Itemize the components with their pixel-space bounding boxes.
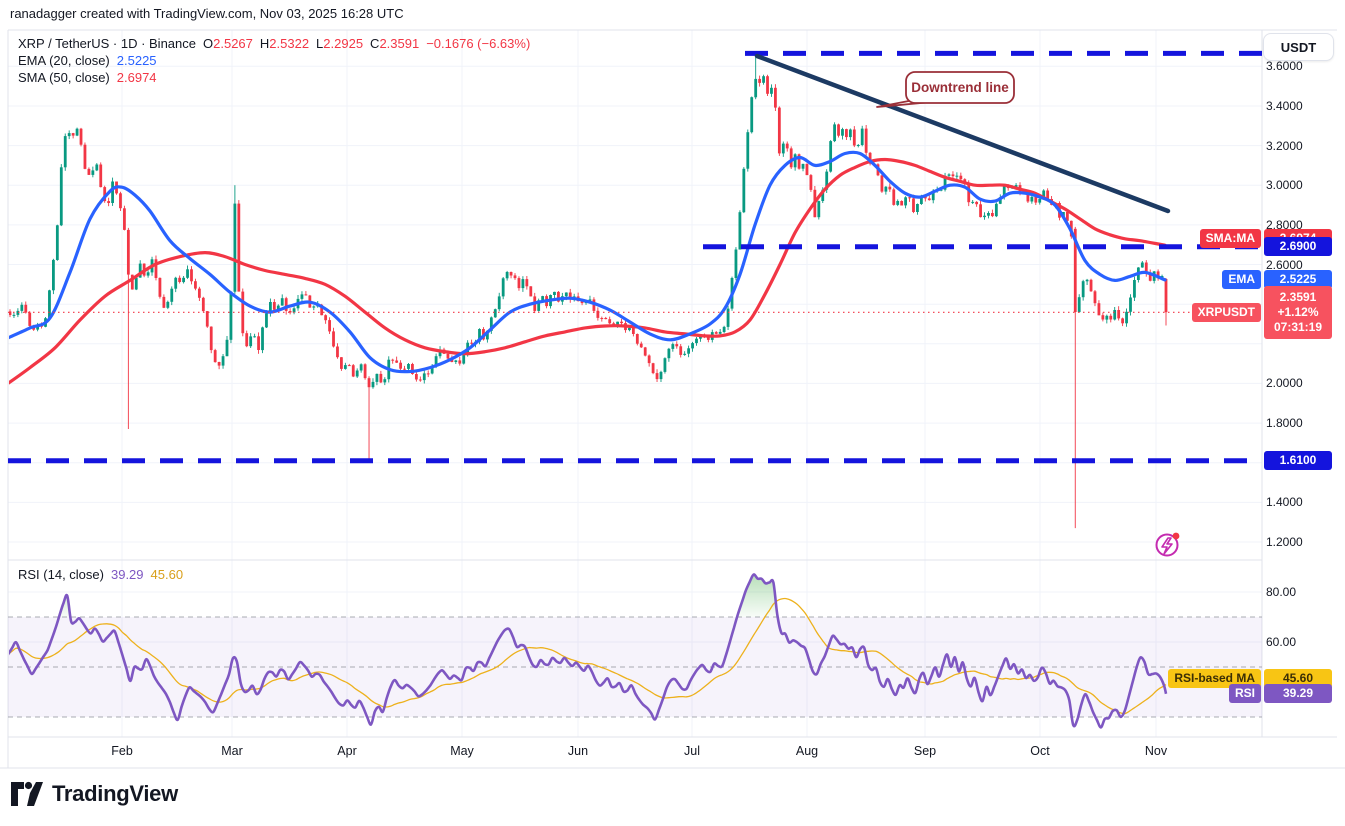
month-label: Apr (337, 744, 357, 758)
month-label: Feb (111, 744, 133, 758)
price-tick-label: 2.0000 (1266, 376, 1303, 391)
ohlc-low: L2.2925 (316, 36, 364, 51)
sma-axis-label: SMA:MA (1199, 229, 1261, 249)
price-tick-label: 1.4000 (1266, 495, 1303, 510)
tradingview-logo-text: TradingView (52, 781, 178, 806)
ohlc-high: H2.5322 (259, 36, 310, 51)
rsi-based-ma-line (9, 597, 1167, 715)
rsi-tick-label: 80.00 (1266, 585, 1297, 599)
chart-canvas[interactable]: Downtrend line (0, 0, 1345, 772)
tradingview-logo[interactable]: TradingView (10, 781, 178, 807)
ema-20-line (9, 150, 1167, 374)
rsi-ma-value: 45.60 (150, 567, 184, 582)
price-tick-label: 1.2000 (1266, 535, 1303, 549)
bar-countdown: 07:31:19 (1273, 320, 1323, 335)
rsi-value-tag: 39.29 (1264, 684, 1332, 704)
ema-axis-label: EMA (1222, 270, 1261, 290)
last-price: 2.3591 (1279, 290, 1317, 305)
symbol-title: XRP / TetherUS · 1D · Binance (18, 36, 196, 51)
candlestick-series (9, 54, 1168, 529)
symbol-axis-label: XRPUSDT (1191, 302, 1261, 322)
price-tick-label: 3.2000 (1266, 138, 1303, 153)
attribution-text: ranadagger created with TradingView.com,… (10, 6, 404, 21)
rsi-ma-axis-label: RSI-based MA (1168, 668, 1261, 688)
pane-borders (0, 29, 1345, 769)
level-269-tag: 2.6900 (1264, 237, 1332, 257)
currency-toggle-button[interactable]: USDT (1263, 33, 1334, 61)
price-tick-label: 3.4000 (1266, 98, 1303, 113)
ohlc-open: O2.5267 (203, 36, 253, 51)
ema-label: EMA (20, close) (18, 53, 110, 68)
lightning-icon[interactable] (1155, 532, 1180, 557)
month-label: Jun (567, 744, 589, 758)
callout-label: Downtrend line (911, 80, 1009, 95)
sma-value: 2.6974 (116, 70, 157, 85)
downtrend-trendline[interactable] (754, 53, 1171, 214)
tradingview-logo-mark (11, 781, 43, 806)
rsi-label: RSI (14, close) (18, 567, 104, 582)
ohlc-change: −0.1676 (−6.63%) (426, 36, 531, 51)
month-label: Aug (795, 744, 819, 758)
gridlines (8, 30, 1262, 737)
ema-value: 2.5225 (116, 53, 157, 68)
price-tick-label: 2.6000 (1266, 257, 1303, 272)
rsi-value: 39.29 (110, 567, 144, 582)
rsi-axis-label: RSI (1228, 684, 1261, 704)
ema-axis-value-tag: 2.5225 (1264, 270, 1332, 290)
last-price-tag: 2.3591 +1.12% 07:31:19 (1264, 286, 1332, 340)
month-label: Oct (1030, 744, 1050, 758)
rsi-legend-row[interactable]: RSI (14, close) 39.29 45.60 (18, 567, 183, 582)
rsi-ma-value-tag: 45.60 (1264, 668, 1332, 688)
level-161-tag: 1.6100 (1264, 451, 1332, 471)
month-label: Jul (684, 744, 700, 758)
ema-legend-row[interactable]: EMA (20, close) 2.5225 (18, 53, 157, 68)
month-label: Nov (1144, 744, 1168, 758)
price-change-pct: +1.12% (1277, 305, 1319, 320)
price-tick-label: 1.8000 (1266, 416, 1303, 431)
rsi-tick-label: 60.00 (1266, 635, 1297, 649)
symbol-legend-row[interactable]: XRP / TetherUS · 1D · Binance O2.5267 H2… (18, 36, 530, 51)
rsi-line (9, 573, 1168, 729)
sma-50-line (9, 157, 1167, 385)
price-tick-label: 2.8000 (1266, 217, 1303, 232)
downtrend-callout[interactable]: Downtrend line (876, 71, 1015, 108)
month-label: May (450, 744, 474, 758)
sma-label: SMA (50, close) (18, 70, 110, 85)
price-tick-label: 3.0000 (1266, 178, 1303, 193)
price-tick-label: 3.6000 (1266, 59, 1303, 74)
month-label: Sep (913, 744, 937, 758)
month-label: Mar (221, 744, 243, 758)
ohlc-close: C2.3591 (370, 36, 420, 51)
sma-legend-row[interactable]: SMA (50, close) 2.6974 (18, 70, 157, 85)
